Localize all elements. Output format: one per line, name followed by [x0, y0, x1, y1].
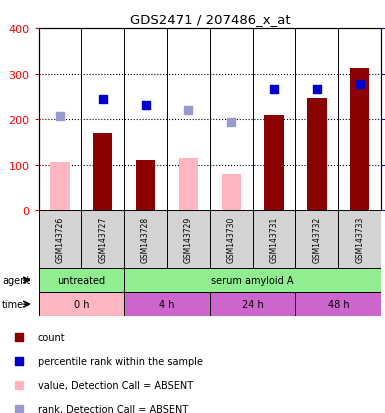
Bar: [338, 211, 381, 268]
Text: 0 h: 0 h: [74, 299, 89, 309]
Text: GSM143726: GSM143726: [55, 216, 64, 263]
Text: GSM143733: GSM143733: [355, 216, 364, 263]
Bar: [179, 158, 198, 211]
Text: serum amyloid A: serum amyloid A: [211, 275, 294, 285]
Bar: [307, 98, 326, 211]
Bar: [295, 211, 338, 268]
Bar: [210, 211, 253, 268]
Bar: [124, 268, 381, 292]
Bar: [50, 163, 70, 211]
Bar: [136, 161, 155, 211]
Bar: [38, 268, 124, 292]
Text: rank, Detection Call = ABSENT: rank, Detection Call = ABSENT: [38, 404, 188, 413]
Text: GSM143730: GSM143730: [227, 216, 236, 263]
Point: [142, 103, 149, 109]
Bar: [167, 211, 210, 268]
Point: [228, 120, 234, 126]
Point: [16, 358, 22, 365]
Bar: [253, 211, 296, 268]
Text: count: count: [38, 332, 65, 342]
Text: untreated: untreated: [57, 275, 105, 285]
Bar: [124, 292, 210, 316]
Text: time: time: [2, 299, 24, 309]
Text: 48 h: 48 h: [328, 299, 349, 309]
Point: [57, 113, 63, 120]
Bar: [93, 133, 112, 211]
Point: [357, 81, 363, 88]
Bar: [38, 292, 124, 316]
Text: 24 h: 24 h: [242, 299, 263, 309]
Text: value, Detection Call = ABSENT: value, Detection Call = ABSENT: [38, 380, 193, 390]
Point: [185, 107, 191, 114]
Text: GSM143732: GSM143732: [312, 216, 321, 263]
Title: GDS2471 / 207486_x_at: GDS2471 / 207486_x_at: [129, 13, 290, 26]
Bar: [350, 69, 369, 211]
Text: GSM143728: GSM143728: [141, 216, 150, 263]
Text: GSM143729: GSM143729: [184, 216, 193, 263]
Point: [16, 382, 22, 388]
Bar: [38, 211, 81, 268]
Point: [16, 334, 22, 341]
Bar: [210, 292, 295, 316]
Text: 4 h: 4 h: [159, 299, 175, 309]
Text: percentile rank within the sample: percentile rank within the sample: [38, 356, 203, 366]
Bar: [295, 292, 381, 316]
Bar: [81, 211, 124, 268]
Text: agent: agent: [2, 275, 30, 285]
Point: [314, 87, 320, 93]
Point: [271, 86, 277, 93]
Point: [16, 406, 22, 412]
Text: GSM143731: GSM143731: [270, 216, 279, 263]
Point: [100, 97, 106, 103]
Bar: [222, 174, 241, 211]
Bar: [124, 211, 167, 268]
Text: GSM143727: GSM143727: [98, 216, 107, 263]
Bar: [264, 116, 284, 211]
